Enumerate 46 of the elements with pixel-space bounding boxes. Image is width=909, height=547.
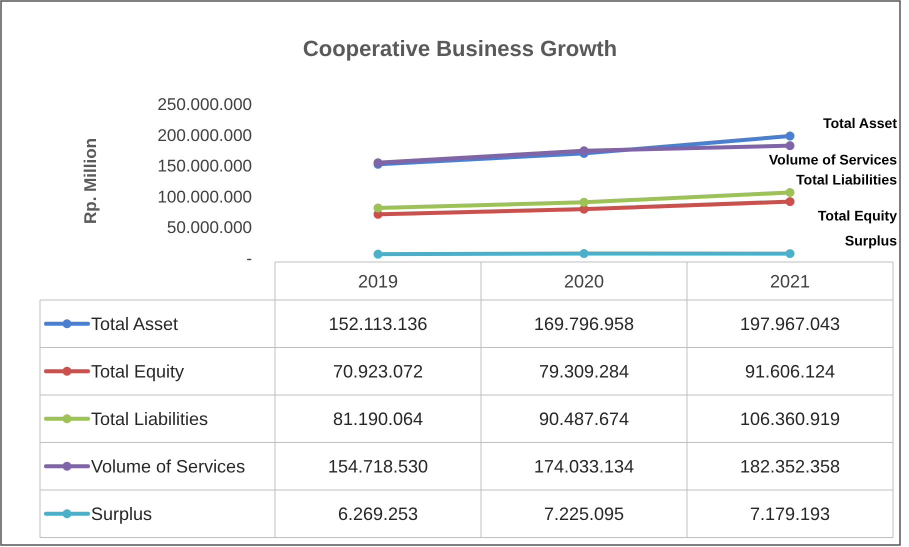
y-tick-label: 100.000.000	[157, 187, 252, 206]
legend-label: Surplus	[91, 504, 152, 524]
text: Total Liabilities	[796, 171, 897, 188]
data-label: 91.606.124	[744, 362, 836, 382]
data-label: 79.309.284	[538, 362, 630, 382]
data-label: 7.179.193	[750, 504, 830, 524]
text: Total Asset	[823, 114, 897, 131]
point	[786, 249, 794, 258]
point	[786, 197, 794, 206]
x-tick-label: 2019	[358, 271, 398, 292]
data-label: 7.225.095	[544, 504, 624, 524]
point	[580, 146, 588, 156]
legend-label: Total Liabilities	[91, 409, 208, 430]
data-label: 70.923.072	[332, 362, 424, 382]
y-axis-title: Rp. Million	[81, 138, 100, 224]
y-tick-label: 50.000.000	[166, 218, 252, 238]
point	[786, 132, 794, 141]
x-tick-label: 2020	[564, 271, 604, 292]
data-label: 197.967.043	[740, 314, 840, 334]
data-label: 154.718.530	[328, 456, 428, 477]
chart-title: Cooperative Business Growth	[302, 36, 618, 61]
point	[786, 141, 794, 150]
y-tick-label: 200.000.000	[157, 126, 252, 145]
data-label: 6.269.253	[338, 504, 418, 524]
x-tick-label: 2021	[770, 271, 810, 292]
point	[786, 188, 794, 197]
data-label: 106.360.919	[740, 409, 840, 430]
y-tick-label: 250.000.000	[157, 94, 252, 114]
text: Volume of Services	[768, 152, 897, 168]
point	[580, 198, 588, 207]
data-label: 152.113.136	[328, 314, 428, 334]
text: Surplus	[844, 232, 897, 248]
data-label: 174.033.134	[534, 456, 634, 477]
legend-label: Volume of Services	[91, 456, 246, 477]
data-label: 182.352.358	[740, 456, 840, 477]
text: Total Equity	[818, 207, 897, 224]
data-label: 81.190.064	[332, 409, 424, 430]
point	[374, 250, 382, 259]
data-label: 169.796.958	[534, 314, 634, 334]
y-tick-label: 150.000.000	[157, 156, 252, 176]
point	[374, 203, 382, 212]
y-tick-label: -	[246, 248, 252, 268]
data-label: 90.487.674	[538, 409, 630, 430]
legend-label: Total Asset	[91, 314, 178, 334]
legend-label: Total Equity	[91, 362, 184, 382]
point	[580, 249, 588, 258]
